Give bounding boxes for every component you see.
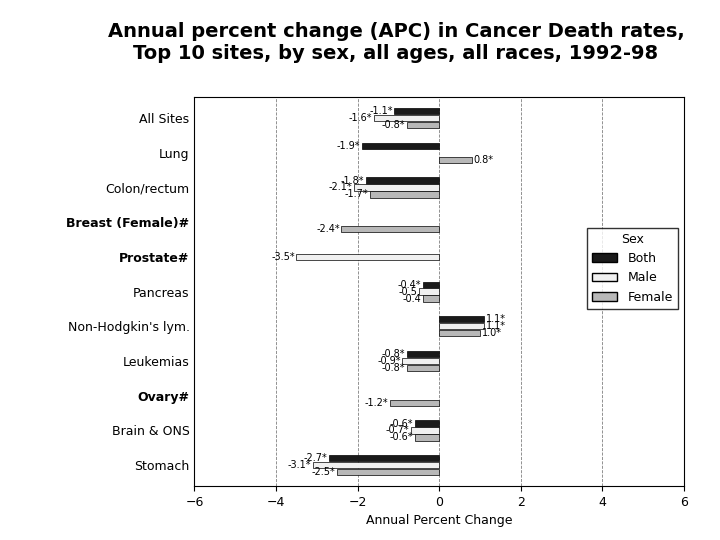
Bar (415, 434, 439, 441)
Bar (341, 226, 439, 232)
Text: -3.1*: -3.1* (287, 460, 311, 470)
Bar (439, 157, 472, 163)
Text: -0.6*: -0.6* (390, 418, 413, 429)
Text: -0.8*: -0.8* (382, 120, 405, 130)
Text: Annual percent change (APC) in Cancer Death rates,
Top 10 sites, by sex, all age: Annual percent change (APC) in Cancer De… (107, 22, 685, 63)
Text: -0.8*: -0.8* (382, 363, 405, 373)
Text: -2.7*: -2.7* (304, 453, 328, 463)
Text: -1.2*: -1.2* (365, 397, 389, 408)
Text: 1.1*: 1.1* (486, 314, 505, 325)
Text: -2.1*: -2.1* (328, 183, 352, 192)
Text: -1.1*: -1.1* (369, 106, 392, 116)
Text: -1.6*: -1.6* (348, 113, 372, 123)
Bar (439, 323, 484, 329)
Text: -0.5: -0.5 (398, 287, 417, 296)
Text: -0.9*: -0.9* (377, 356, 401, 366)
Text: -1.9*: -1.9* (336, 141, 360, 151)
Legend: Both, Male, Female: Both, Male, Female (588, 228, 678, 309)
Bar (439, 330, 480, 336)
Bar (395, 108, 439, 114)
Bar (354, 184, 439, 191)
Bar (423, 295, 439, 302)
Bar (337, 469, 439, 475)
Bar (419, 288, 439, 295)
Text: 0.8*: 0.8* (474, 154, 493, 165)
Bar (361, 143, 439, 149)
Text: -1.8*: -1.8* (341, 176, 364, 186)
Bar (423, 281, 439, 288)
Bar (297, 254, 439, 260)
Bar (407, 365, 439, 371)
Bar (407, 122, 439, 128)
Bar (407, 351, 439, 357)
Bar (439, 316, 484, 322)
Text: -0.4*: -0.4* (397, 280, 421, 289)
Text: -1.7*: -1.7* (345, 190, 368, 199)
Bar (410, 427, 439, 434)
Text: -0.6*: -0.6* (390, 433, 413, 442)
Text: -2.4*: -2.4* (316, 224, 340, 234)
Bar (366, 177, 439, 184)
Bar (370, 191, 439, 198)
Text: -0.7*: -0.7* (385, 426, 409, 435)
Bar (390, 400, 439, 406)
Text: -3.5*: -3.5* (271, 252, 294, 262)
Bar (374, 115, 439, 121)
Bar (415, 421, 439, 427)
Text: -0.8*: -0.8* (382, 349, 405, 359)
Bar (402, 358, 439, 364)
Bar (312, 462, 439, 468)
Text: 1.1*: 1.1* (486, 321, 505, 332)
Bar (329, 455, 439, 461)
X-axis label: Annual Percent Change: Annual Percent Change (366, 514, 513, 527)
Text: -0.4: -0.4 (402, 294, 421, 303)
Text: -2.5*: -2.5* (312, 467, 336, 477)
Text: 1.0*: 1.0* (482, 328, 502, 338)
